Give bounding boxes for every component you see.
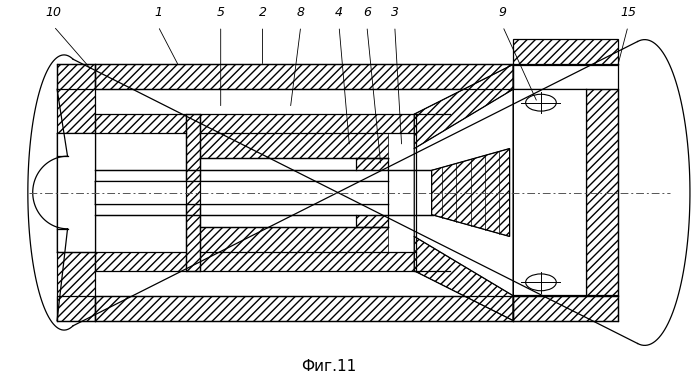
Bar: [513, 39, 617, 65]
Bar: [95, 114, 186, 133]
Bar: [57, 64, 95, 89]
Text: 3: 3: [391, 6, 398, 18]
Bar: [95, 64, 513, 89]
Bar: [58, 134, 94, 251]
Text: 15: 15: [620, 6, 636, 18]
Text: 5: 5: [217, 6, 224, 18]
Circle shape: [526, 94, 556, 111]
Bar: [95, 170, 433, 215]
Bar: [186, 114, 200, 271]
Bar: [514, 90, 586, 295]
Circle shape: [526, 274, 556, 291]
Text: 6: 6: [363, 6, 371, 18]
Bar: [57, 296, 95, 321]
Text: 10: 10: [45, 6, 62, 18]
Bar: [586, 89, 617, 296]
Bar: [200, 227, 388, 252]
Text: 2: 2: [259, 6, 266, 18]
Bar: [200, 133, 388, 158]
Bar: [201, 159, 387, 226]
Text: 9: 9: [498, 6, 507, 18]
Bar: [57, 89, 95, 133]
Bar: [57, 252, 95, 296]
Text: 4: 4: [335, 6, 343, 18]
Bar: [356, 158, 388, 170]
Bar: [95, 252, 186, 271]
Text: 8: 8: [297, 6, 305, 18]
Polygon shape: [432, 149, 510, 236]
Bar: [95, 296, 513, 321]
Text: Фиг.11: Фиг.11: [301, 359, 356, 374]
Bar: [356, 215, 388, 227]
Polygon shape: [28, 40, 690, 345]
Polygon shape: [415, 64, 513, 321]
Bar: [200, 114, 416, 133]
Bar: [95, 181, 388, 204]
Bar: [513, 295, 617, 321]
Text: 1: 1: [154, 6, 162, 18]
Bar: [200, 252, 416, 271]
